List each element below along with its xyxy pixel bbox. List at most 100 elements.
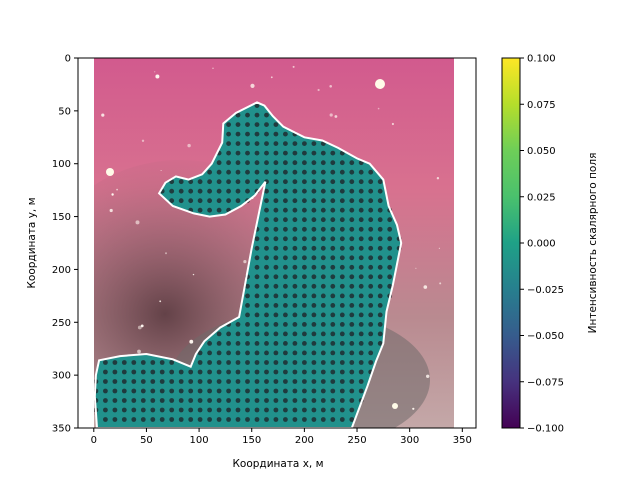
scatter-point <box>273 331 279 337</box>
scatter-point <box>339 322 345 327</box>
scatter-point <box>159 388 165 394</box>
scatter-point <box>320 303 326 308</box>
scatter-point <box>368 360 374 365</box>
scatter-point <box>216 407 222 413</box>
x-tick-label: 350 <box>453 435 472 446</box>
scatter-point <box>207 198 213 204</box>
scatter-point <box>311 303 317 308</box>
scatter-point <box>273 141 279 147</box>
scatter-point <box>358 303 364 308</box>
scatter-point <box>368 283 374 289</box>
scatter-point <box>245 388 250 394</box>
scatter-point <box>292 207 298 213</box>
scatter-point <box>358 217 364 223</box>
star <box>141 139 145 142</box>
scatter-point <box>349 360 355 365</box>
scatter-point <box>254 350 260 356</box>
scatter-point <box>159 360 165 365</box>
scatter-point <box>377 245 383 251</box>
scatter-point <box>121 398 127 403</box>
bright-star <box>437 428 445 436</box>
scatter-point <box>320 179 326 185</box>
scatter-point <box>292 417 298 422</box>
scatter-point <box>311 198 317 204</box>
scatter-point <box>131 379 137 384</box>
scatter-point <box>264 274 269 280</box>
scatter-point <box>320 198 326 204</box>
scatter-point <box>320 160 326 166</box>
scatter-point <box>216 388 222 394</box>
scatter-point <box>235 417 241 422</box>
scatter-point <box>216 179 222 185</box>
scatter-point <box>207 417 213 422</box>
scatter-point <box>283 407 288 413</box>
scatter-point <box>188 398 194 403</box>
scatter-point <box>283 331 288 337</box>
scatter-point <box>387 245 393 251</box>
scatter-point <box>320 255 326 261</box>
scatter-point <box>283 207 288 213</box>
colorbar-tick-label: 0.000 <box>527 239 556 250</box>
scatter-point <box>358 188 364 194</box>
star <box>329 85 333 88</box>
scatter-point <box>292 217 298 223</box>
scatter-point <box>311 293 317 299</box>
scatter-point <box>245 341 250 346</box>
scatter-point <box>283 283 288 289</box>
scatter-point <box>264 112 269 118</box>
scatter-point <box>235 198 241 204</box>
scatter-point <box>140 417 146 422</box>
scatter-point <box>349 331 355 337</box>
scatter-point <box>302 198 307 204</box>
x-tick-label: 50 <box>140 435 153 446</box>
scatter-point <box>339 360 345 365</box>
scatter-point <box>292 179 298 185</box>
scatter-point <box>330 350 336 356</box>
scatter-point <box>311 150 317 156</box>
scatter-point <box>188 388 194 394</box>
scatter-point <box>121 388 127 394</box>
scatter-point <box>235 112 241 118</box>
scatter-point <box>245 188 250 194</box>
scatter-point <box>302 169 307 175</box>
scatter-point <box>150 407 156 413</box>
scatter-point <box>349 274 355 280</box>
scatter-point <box>273 303 279 308</box>
scatter-point <box>302 207 307 213</box>
x-tick-label: 300 <box>400 435 419 446</box>
scatter-point <box>302 293 307 299</box>
scatter-point <box>339 217 345 223</box>
scatter-point <box>339 417 345 422</box>
scatter-point <box>311 274 317 280</box>
scatter-point <box>292 388 298 394</box>
scatter-point <box>112 379 118 384</box>
scatter-point <box>235 179 241 185</box>
scatter-point <box>254 388 260 394</box>
scatter-point <box>339 407 345 413</box>
scatter-point <box>292 226 298 232</box>
scatter-point <box>264 198 269 204</box>
scatter-point <box>311 264 317 270</box>
scatter-point <box>283 150 288 156</box>
scatter-point <box>311 312 317 318</box>
scatter-point <box>273 188 279 194</box>
scatter-point <box>320 283 326 289</box>
scatter-point <box>254 303 260 308</box>
scatter-point <box>226 341 232 346</box>
region-outline <box>94 101 403 428</box>
scatter-point <box>349 245 355 251</box>
scatter-point <box>207 407 213 413</box>
scatter-point <box>245 303 250 308</box>
scatter-point <box>264 360 269 365</box>
scatter-point <box>245 350 250 356</box>
scatter-point <box>254 264 260 270</box>
scatter-point <box>245 131 250 137</box>
scatter-point <box>283 217 288 223</box>
scatter-point <box>349 217 355 223</box>
star <box>412 407 415 410</box>
scatter-point <box>330 217 336 223</box>
scatter-point <box>254 112 260 118</box>
scatter-point <box>264 398 269 403</box>
scatter-point <box>358 236 364 242</box>
scatter-point <box>283 236 288 242</box>
